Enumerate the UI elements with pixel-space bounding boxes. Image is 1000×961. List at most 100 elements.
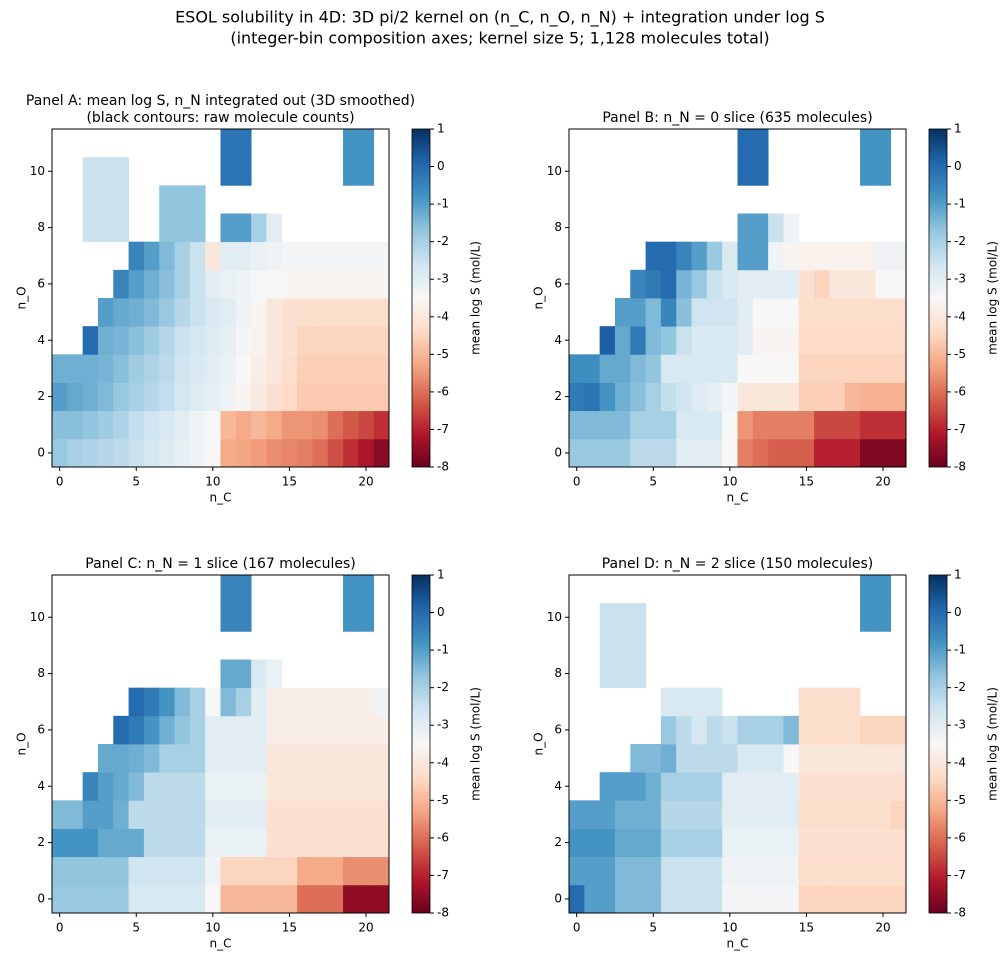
colorbar-tick-label: -1 (954, 643, 966, 657)
heatmap-cell (97, 744, 114, 773)
heatmap-cell (251, 715, 267, 745)
panel-title: Panel C: n_N = 1 slice (167 molecules) (85, 556, 356, 572)
heatmap-cell (205, 687, 221, 717)
heatmap-cell (281, 828, 298, 858)
heatmap-cell (676, 828, 692, 858)
heatmap-cell (722, 828, 738, 858)
heatmap-cell (860, 157, 876, 186)
heatmap-cell (691, 715, 708, 745)
heatmap-cell (281, 856, 298, 886)
heatmap-cell (691, 687, 708, 717)
heatmap-cell (251, 213, 267, 243)
colorbar (411, 574, 431, 914)
heatmap-cell (676, 326, 692, 355)
heatmap-cell (97, 213, 114, 243)
heatmap-cell (814, 298, 830, 327)
heatmap-cell (768, 298, 784, 327)
heatmap-cell (159, 298, 175, 327)
heatmap-cell (235, 213, 252, 243)
x-tick-label: 5 (132, 475, 140, 489)
x-axis-label: n_C (210, 937, 232, 951)
heatmap-cell (373, 354, 390, 383)
heatmap-cell (358, 438, 375, 468)
heatmap-cell (722, 410, 738, 440)
heatmap-cell (737, 800, 754, 829)
heatmap-cell (599, 631, 616, 660)
heatmap-cell (52, 410, 68, 440)
heatmap-cell (752, 298, 769, 327)
heatmap-cell (189, 185, 206, 214)
heatmap-cell (890, 744, 907, 773)
heatmap-cell (205, 269, 221, 299)
heatmap-cell (844, 884, 861, 914)
heatmap-cell (312, 715, 329, 745)
heatmap-cell (829, 298, 846, 327)
heatmap-cell (373, 884, 390, 914)
x-tick-label: 0 (573, 921, 581, 935)
heatmap-cell (251, 410, 267, 440)
heatmap-cell (814, 241, 830, 271)
heatmap-cell (235, 241, 252, 271)
heatmap-cell (297, 828, 313, 858)
heatmap-cell (235, 129, 252, 158)
heatmap-cell (630, 382, 646, 412)
heatmap-cell (875, 772, 892, 801)
heatmap-cell (82, 157, 99, 186)
heatmap-cell (343, 603, 359, 632)
heatmap-cell (312, 382, 329, 412)
heatmap-cell (783, 856, 800, 886)
heatmap-cell (798, 298, 815, 327)
heatmap-cell (783, 241, 800, 271)
heatmap-cell (312, 269, 329, 299)
heatmap-cell (722, 772, 738, 801)
y-tick-label: 4 (37, 779, 45, 793)
colorbar-tick-label: -3 (954, 718, 966, 732)
heatmap-cell (844, 326, 861, 355)
heatmap-cell (660, 800, 677, 829)
colorbar-tick-label: -1 (954, 197, 966, 211)
heatmap-cell (875, 298, 892, 327)
heatmap-cell (768, 800, 784, 829)
heatmap-cell (327, 772, 344, 801)
heatmap-cell (205, 715, 221, 745)
colorbar-label: mean log S (mol/L) (469, 687, 483, 801)
heatmap-cell (281, 884, 298, 914)
heatmap-cell (52, 438, 68, 468)
heatmap-cell (373, 241, 390, 271)
heatmap-cell (614, 828, 631, 858)
heatmap-cell (798, 772, 815, 801)
x-tick-label: 10 (205, 921, 220, 935)
heatmap-cell (645, 884, 662, 914)
colorbar-tick-label: -2 (954, 680, 966, 694)
heatmap-cell (189, 326, 206, 355)
x-tick-label: 10 (205, 475, 220, 489)
colorbar-tick-label: -8 (954, 460, 966, 474)
heatmap-cell (52, 828, 68, 858)
heatmap-cell (113, 884, 129, 914)
heatmap-cell (706, 438, 723, 468)
heatmap-cell (327, 241, 344, 271)
axes-frame (568, 128, 907, 468)
heatmap-cell (266, 354, 283, 383)
colorbar (928, 128, 948, 468)
heatmap-cell (691, 410, 708, 440)
heatmap-cell (706, 687, 723, 717)
heatmap-cell (814, 856, 830, 886)
y-tick-label: 0 (554, 445, 562, 459)
y-tick-label: 8 (554, 220, 562, 234)
heatmap-cell (220, 298, 237, 327)
heatmap-cell (97, 856, 114, 886)
heatmap-cell (645, 772, 662, 801)
colorbar-tick-label: -7 (437, 868, 449, 882)
heatmap-cell (752, 213, 769, 243)
heatmap-cell (614, 631, 631, 660)
heatmap-cell (599, 828, 616, 858)
heatmap-cell (860, 575, 876, 604)
heatmap-cell (569, 382, 585, 412)
heatmap-cell (82, 438, 99, 468)
heatmap-cell (875, 269, 892, 299)
heatmap-cell (113, 856, 129, 886)
y-tick-label: 8 (37, 220, 45, 234)
heatmap-cell (676, 772, 692, 801)
heatmap-cell (52, 856, 68, 886)
